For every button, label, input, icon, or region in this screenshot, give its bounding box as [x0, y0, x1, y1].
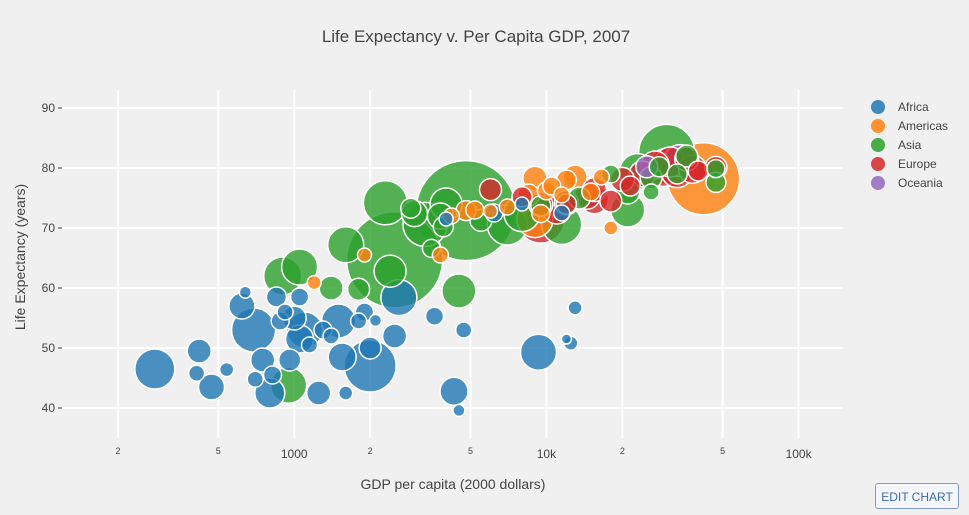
data-point-asia: [666, 163, 688, 185]
y-tick-label: 70: [42, 221, 56, 235]
x-tick-label: 10k: [537, 447, 557, 461]
data-point-asia: [362, 180, 409, 226]
legend-marker: [871, 176, 885, 190]
data-point-asia: [326, 226, 365, 264]
legend-item-africa: Africa: [871, 100, 929, 114]
data-point-africa: [381, 323, 408, 349]
data-point-africa: [337, 385, 354, 401]
data-point-africa: [305, 380, 332, 406]
legend-item-oceania: Oceania: [871, 176, 943, 190]
data-point-africa: [552, 204, 571, 222]
data-point-europe: [687, 160, 709, 182]
data-point-americas: [592, 168, 611, 186]
legend-item-americas: Americas: [871, 119, 948, 133]
data-point-americas: [498, 198, 517, 216]
data-point-africa: [238, 285, 253, 299]
data-point-africa: [349, 312, 368, 330]
data-point-asia: [373, 254, 407, 288]
data-point-africa: [187, 364, 206, 382]
x-tick-label: 2: [368, 446, 373, 456]
data-point-americas: [356, 247, 373, 263]
data-point-asia: [642, 183, 660, 201]
legend-label: Oceania: [898, 176, 943, 190]
y-tick-label: 90: [42, 101, 56, 115]
y-axis: 40 50 60 70 80 90: [42, 101, 62, 415]
data-point-africa: [246, 370, 264, 388]
x-tick-label: 2: [620, 446, 625, 456]
data-point-africa: [368, 313, 383, 328]
data-point-africa: [439, 376, 469, 406]
legend-label: Europe: [898, 157, 937, 171]
data-point-americas: [552, 186, 571, 204]
data-point-africa: [186, 338, 212, 364]
data-point-americas: [431, 246, 450, 264]
data-point-africa: [322, 327, 340, 345]
y-tick-label: 60: [42, 281, 56, 295]
data-point-asia: [648, 156, 670, 178]
data-point-americas: [482, 203, 499, 219]
data-point-africa: [265, 286, 288, 308]
data-point-americas: [531, 203, 551, 224]
x-axis: 2 5 1000 2 5 10k 2 5 100k: [115, 446, 812, 461]
chart-title: Life Expectancy v. Per Capita GDP, 2007: [322, 27, 630, 46]
legend-item-asia: Asia: [871, 138, 922, 152]
data-point-africa: [134, 348, 176, 390]
data-point-asia: [346, 277, 371, 301]
data-point-asia: [280, 248, 319, 286]
legend-label: Asia: [898, 138, 922, 152]
edit-chart-button[interactable]: EDIT CHART: [875, 483, 959, 509]
legend-label: Americas: [898, 119, 948, 133]
data-point-africa: [454, 321, 473, 339]
data-point-asia: [706, 158, 726, 179]
data-point-europe: [478, 177, 503, 202]
plot-markers: [134, 123, 741, 418]
legend-label: Africa: [898, 100, 929, 114]
x-tick-label: 5: [216, 446, 221, 456]
data-point-asia: [441, 273, 477, 309]
data-point-africa: [567, 300, 583, 316]
data-point-africa: [438, 211, 454, 227]
data-point-asia: [674, 144, 699, 168]
data-point-africa: [249, 347, 276, 373]
x-axis-title: GDP per capita (2000 dollars): [361, 476, 546, 492]
legend: Africa Americas Asia Europe Oceania: [871, 100, 948, 190]
y-tick-label: 80: [42, 161, 56, 175]
y-tick-label: 50: [42, 341, 56, 355]
x-tick-label: 5: [468, 446, 473, 456]
legend-marker: [871, 119, 885, 133]
data-point-africa: [514, 196, 530, 212]
data-point-africa: [424, 306, 445, 326]
data-point-europe: [599, 189, 623, 213]
data-point-africa: [277, 348, 302, 372]
data-point-africa: [300, 336, 319, 354]
legend-item-europe: Europe: [871, 157, 937, 171]
data-point-africa: [262, 365, 283, 385]
data-point-africa: [276, 303, 294, 321]
data-point-europe: [619, 175, 641, 197]
data-point-americas: [581, 182, 601, 202]
y-axis-title: Life Expectancy (years): [12, 184, 28, 330]
data-point-africa: [560, 333, 573, 345]
legend-marker: [871, 157, 885, 171]
data-point-americas: [306, 274, 322, 291]
data-point-africa: [358, 336, 382, 360]
legend-marker: [871, 100, 885, 114]
x-tick-label: 2: [115, 446, 120, 456]
data-point-asia: [400, 197, 422, 219]
data-point-americas: [603, 220, 619, 236]
data-point-asia: [318, 275, 344, 301]
data-point-africa: [452, 403, 466, 418]
y-tick-label: 40: [42, 401, 56, 415]
data-point-africa: [197, 373, 226, 401]
data-point-africa: [289, 287, 310, 307]
data-point-africa: [519, 333, 558, 371]
x-tick-label: 1000: [281, 447, 308, 461]
x-tick-label: 100k: [786, 447, 813, 461]
x-tick-label: 5: [720, 446, 725, 456]
data-point-africa: [218, 361, 235, 378]
legend-marker: [871, 138, 885, 152]
data-point-americas: [465, 200, 485, 220]
data-point-africa: [327, 342, 357, 372]
